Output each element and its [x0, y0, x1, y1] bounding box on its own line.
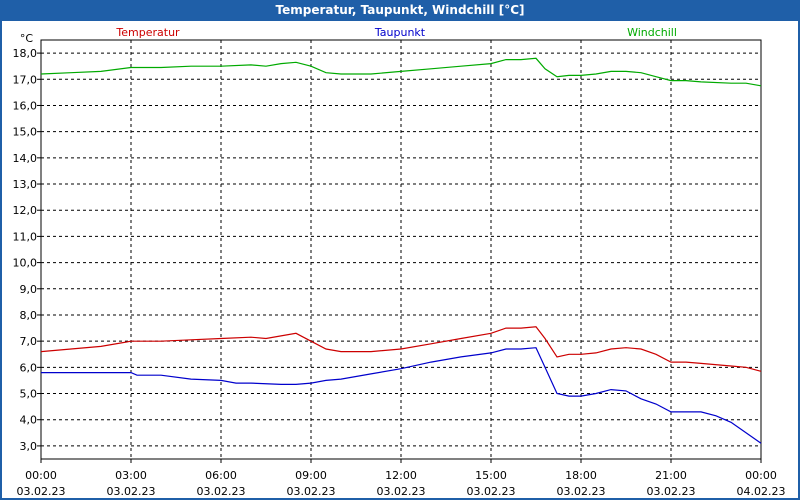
x-tick-time: 18:00 [565, 469, 597, 482]
x-tick-date: 03.02.23 [467, 485, 516, 498]
y-tick-label: 11,0 [13, 230, 38, 243]
window-title: Temperatur, Taupunkt, Windchill [°C] [0, 0, 800, 20]
x-tick-time: 15:00 [475, 469, 507, 482]
legend-taupunkt: Taupunkt [374, 26, 426, 39]
x-tick-date: 03.02.23 [377, 485, 426, 498]
y-tick-label: 5,0 [20, 388, 38, 401]
x-tick-time: 00:00 [25, 469, 57, 482]
x-tick-time: 00:00 [745, 469, 777, 482]
y-tick-label: 8,0 [20, 309, 38, 322]
y-tick-label: 17,0 [13, 73, 38, 86]
y-tick-label: 13,0 [13, 178, 38, 191]
x-tick-time: 09:00 [295, 469, 327, 482]
series-line-windchill [40, 57, 762, 87]
x-tick-time: 06:00 [205, 469, 237, 482]
y-tick-label: 10,0 [13, 257, 38, 270]
x-tick-time: 21:00 [655, 469, 687, 482]
x-tick-date: 03.02.23 [17, 485, 66, 498]
x-tick-date: 03.02.23 [197, 485, 246, 498]
y-tick-label: 7,0 [20, 335, 38, 348]
series-line-temperatur [40, 326, 762, 372]
x-tick-time: 03:00 [115, 469, 147, 482]
y-tick-label: 3,0 [20, 440, 38, 453]
y-tick-label: 18,0 [13, 47, 38, 60]
y-tick-label: 14,0 [13, 152, 38, 165]
y-tick-label: 9,0 [20, 283, 38, 296]
y-tick-label: 16,0 [13, 99, 38, 112]
x-tick-date: 03.02.23 [647, 485, 696, 498]
y-tick-label: 12,0 [13, 204, 38, 217]
y-tick-label: 6,0 [20, 361, 38, 374]
legend-temperatur: Temperatur [115, 26, 180, 39]
y-tick-label: 15,0 [13, 126, 38, 139]
x-tick-date: 03.02.23 [557, 485, 606, 498]
x-tick-time: 12:00 [385, 469, 417, 482]
legend-windchill: Windchill [627, 26, 677, 39]
x-tick-date: 03.02.23 [287, 485, 336, 498]
series-line-taupunkt [41, 347, 762, 444]
y-axis-unit: °C [20, 32, 34, 45]
x-tick-date: 03.02.23 [107, 485, 156, 498]
y-tick-label: 4,0 [20, 414, 38, 427]
x-tick-date: 04.02.23 [737, 485, 786, 498]
